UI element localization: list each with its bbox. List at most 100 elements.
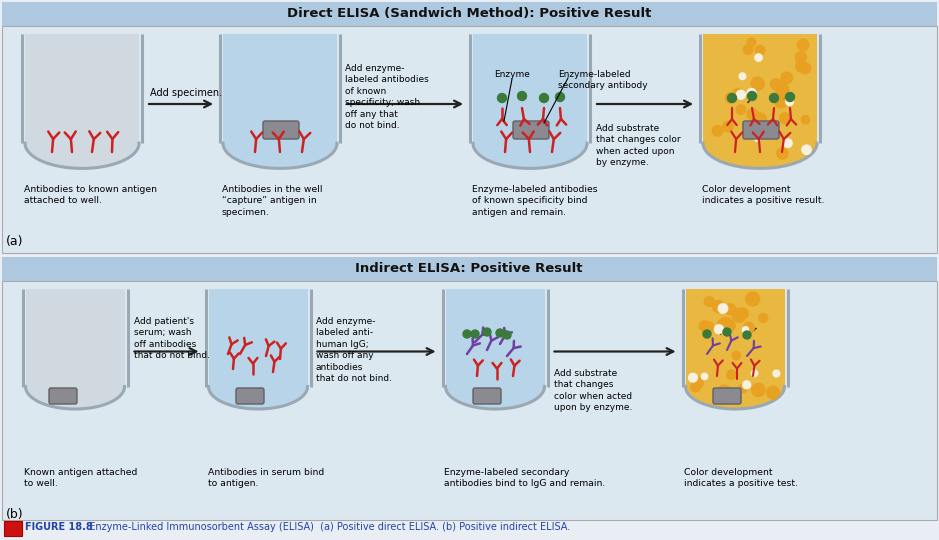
- Circle shape: [795, 52, 807, 63]
- Circle shape: [786, 92, 794, 102]
- Circle shape: [744, 322, 754, 333]
- Circle shape: [723, 121, 733, 132]
- Bar: [2, 281, 937, 520]
- FancyBboxPatch shape: [473, 388, 501, 404]
- Bar: [445, 289, 545, 392]
- Text: Add substrate
that changes color
when acted upon
by enzyme.: Add substrate that changes color when ac…: [596, 124, 681, 167]
- Text: Antibodies in serum bind
to antigen.: Antibodies in serum bind to antigen.: [208, 468, 324, 489]
- Circle shape: [732, 352, 740, 360]
- Circle shape: [751, 370, 758, 376]
- Circle shape: [717, 319, 729, 330]
- Text: (a): (a): [6, 235, 23, 248]
- Text: Add substrate
that changes
color when acted
upon by enzyme.: Add substrate that changes color when ac…: [553, 369, 632, 413]
- Ellipse shape: [223, 118, 337, 168]
- Circle shape: [747, 38, 756, 46]
- Bar: [223, 34, 337, 149]
- Bar: [2, 2, 937, 26]
- Text: Add patient's
serum; wash
off antibodies
that do not bind.: Add patient's serum; wash off antibodies…: [133, 317, 209, 360]
- Circle shape: [799, 63, 810, 74]
- Bar: [25, 34, 139, 149]
- Circle shape: [743, 331, 751, 339]
- Text: Enzyme-labeled
secondary antibody: Enzyme-labeled secondary antibody: [558, 70, 648, 90]
- Circle shape: [702, 321, 714, 333]
- Circle shape: [795, 61, 807, 72]
- Circle shape: [744, 45, 753, 55]
- Circle shape: [724, 303, 735, 315]
- Ellipse shape: [703, 118, 817, 168]
- Circle shape: [498, 93, 506, 103]
- Ellipse shape: [445, 364, 545, 409]
- Circle shape: [754, 134, 761, 141]
- Text: Enzyme-Linked Immunosorbent Assay (ELISA)  (a) Positive direct ELISA. (b) Positi: Enzyme-Linked Immunosorbent Assay (ELISA…: [83, 522, 570, 532]
- Circle shape: [503, 331, 511, 339]
- Circle shape: [775, 96, 787, 108]
- Bar: [25, 289, 125, 392]
- Text: Antibodies in the well
“capture” antigen in
specimen.: Antibodies in the well “capture” antigen…: [222, 185, 322, 217]
- Circle shape: [752, 383, 765, 397]
- FancyBboxPatch shape: [49, 388, 77, 404]
- Circle shape: [739, 384, 747, 393]
- Circle shape: [517, 91, 527, 100]
- Text: Antibodies to known antigen
attached to well.: Antibodies to known antigen attached to …: [24, 185, 157, 205]
- Circle shape: [739, 308, 747, 317]
- Circle shape: [759, 314, 768, 322]
- Circle shape: [704, 296, 715, 307]
- Bar: [703, 34, 817, 149]
- Circle shape: [786, 98, 793, 105]
- Circle shape: [496, 329, 504, 337]
- Circle shape: [736, 90, 746, 99]
- Circle shape: [713, 301, 725, 313]
- Circle shape: [746, 292, 760, 306]
- Circle shape: [739, 73, 746, 79]
- Ellipse shape: [25, 364, 125, 409]
- Circle shape: [688, 373, 698, 382]
- Circle shape: [776, 83, 789, 96]
- Circle shape: [773, 370, 779, 377]
- Circle shape: [797, 39, 808, 51]
- Circle shape: [723, 320, 735, 332]
- Circle shape: [715, 325, 723, 334]
- Bar: [473, 34, 587, 149]
- Circle shape: [692, 377, 703, 389]
- Circle shape: [777, 148, 788, 159]
- Circle shape: [783, 139, 793, 147]
- Circle shape: [732, 308, 746, 322]
- FancyBboxPatch shape: [236, 388, 264, 404]
- FancyBboxPatch shape: [743, 121, 779, 139]
- Circle shape: [747, 91, 757, 100]
- Text: Direct ELISA (Sandwich Method): Positive Result: Direct ELISA (Sandwich Method): Positive…: [286, 8, 651, 21]
- Circle shape: [718, 385, 731, 397]
- Circle shape: [755, 45, 765, 55]
- Circle shape: [755, 54, 762, 62]
- Text: Enzyme-labeled secondary
antibodies bind to IgG and remain.: Enzyme-labeled secondary antibodies bind…: [444, 468, 606, 489]
- Circle shape: [779, 113, 791, 124]
- Text: Known antigen attached
to well.: Known antigen attached to well.: [24, 468, 138, 489]
- Circle shape: [725, 93, 735, 103]
- Circle shape: [713, 126, 723, 136]
- FancyBboxPatch shape: [713, 388, 741, 404]
- Circle shape: [483, 328, 491, 336]
- Circle shape: [770, 79, 781, 90]
- Circle shape: [736, 105, 746, 114]
- Text: Color development
indicates a positive result.: Color development indicates a positive r…: [702, 185, 824, 205]
- Circle shape: [747, 89, 756, 98]
- Text: Add enzyme-
labeled antibodies
of known
specificity; wash
off any that
do not bi: Add enzyme- labeled antibodies of known …: [345, 64, 429, 130]
- Ellipse shape: [25, 118, 139, 168]
- Text: Enzyme: Enzyme: [494, 70, 530, 79]
- Ellipse shape: [208, 364, 307, 409]
- Circle shape: [801, 116, 809, 124]
- Circle shape: [754, 113, 766, 126]
- Circle shape: [723, 328, 731, 336]
- Circle shape: [463, 330, 471, 338]
- Circle shape: [743, 381, 750, 389]
- Circle shape: [703, 330, 711, 338]
- Circle shape: [769, 93, 778, 103]
- Text: (b): (b): [6, 508, 23, 521]
- Circle shape: [740, 309, 748, 318]
- Text: Add enzyme-
labeled anti-
human IgG;
wash off any
antibodies
that do not bind.: Add enzyme- labeled anti- human IgG; was…: [316, 317, 392, 383]
- Circle shape: [556, 92, 564, 102]
- Bar: [208, 289, 307, 392]
- Circle shape: [727, 370, 736, 379]
- Circle shape: [718, 303, 728, 313]
- Bar: [685, 289, 784, 392]
